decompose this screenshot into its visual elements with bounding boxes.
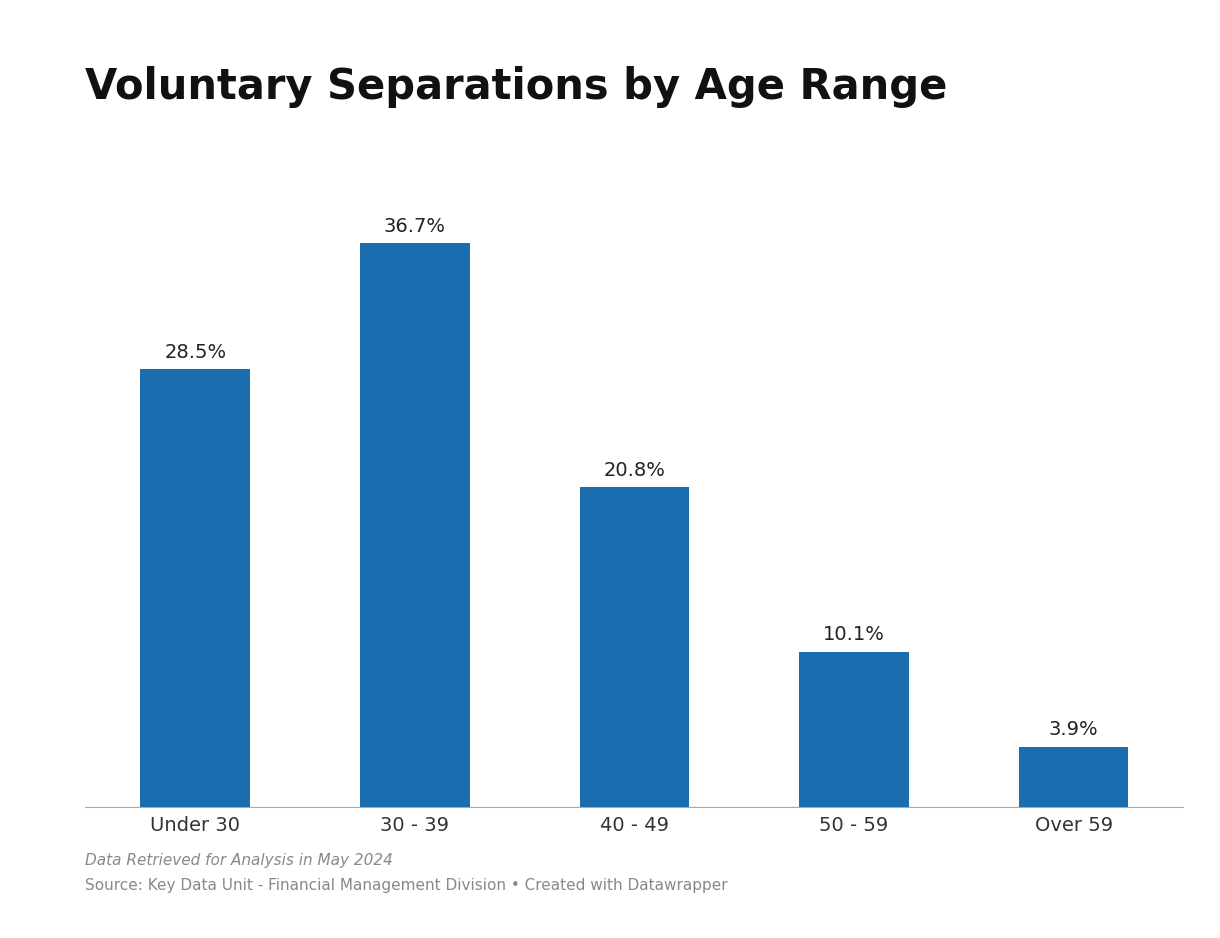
Text: Voluntary Separations by Age Range: Voluntary Separations by Age Range (85, 66, 948, 108)
Text: Source: Key Data Unit - Financial Management Division • Created with Datawrapper: Source: Key Data Unit - Financial Manage… (85, 878, 728, 893)
Text: 20.8%: 20.8% (604, 461, 665, 479)
Text: 28.5%: 28.5% (165, 342, 226, 361)
Bar (360, 243, 470, 807)
Bar (140, 370, 250, 807)
Text: 3.9%: 3.9% (1049, 720, 1098, 739)
Bar (1019, 747, 1128, 807)
Bar (580, 488, 689, 807)
Bar (799, 652, 909, 807)
Text: 10.1%: 10.1% (824, 625, 884, 644)
Text: 36.7%: 36.7% (384, 217, 445, 235)
Text: Data Retrieved for Analysis in May 2024: Data Retrieved for Analysis in May 2024 (85, 853, 393, 868)
